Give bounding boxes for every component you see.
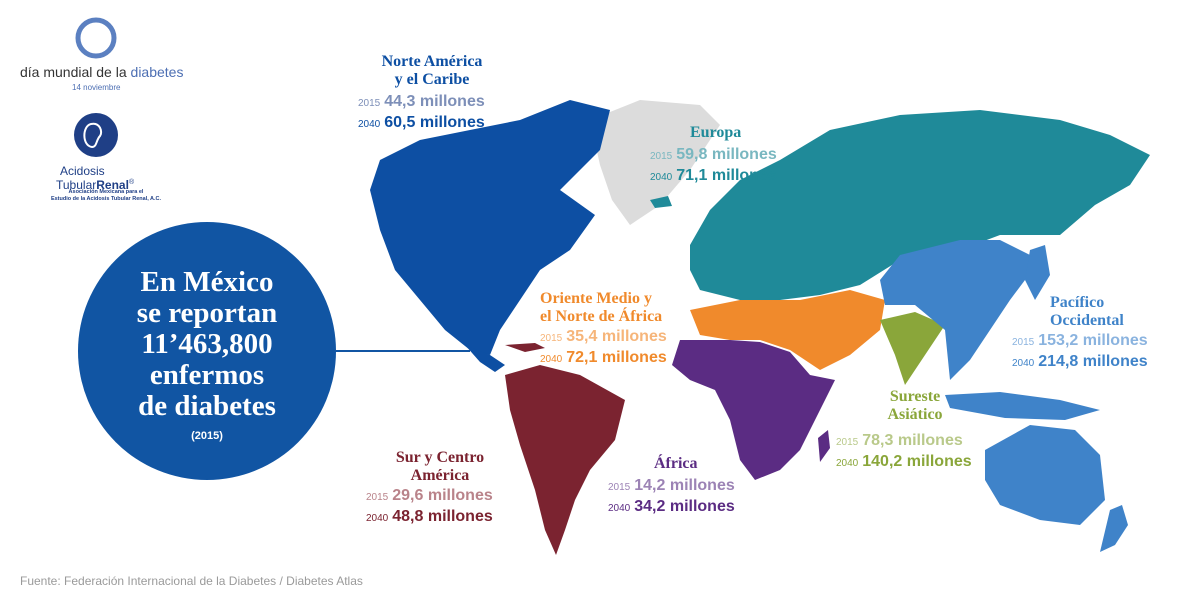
mena-shape <box>690 290 885 370</box>
indonesia-shape <box>945 392 1100 420</box>
source-caption: Fuente: Federación Internacional de la D… <box>20 574 363 588</box>
blue-circle-logo-icon <box>75 17 117 59</box>
europe-shape <box>690 110 1150 300</box>
region-europe: Europa <box>690 124 742 141</box>
western-pacific-asia-shape <box>880 240 1040 380</box>
mexico-callout-text: En México se reportan 11’463,800 enfermo… <box>136 266 278 422</box>
caribbean-shape <box>505 343 545 352</box>
wdd-logo-date: 14 noviembre <box>72 83 121 92</box>
madagascar-shape <box>818 430 830 462</box>
kidney-shape-icon <box>83 122 103 149</box>
south-america-shape <box>505 365 625 555</box>
western-pacific-values: 2015 153,2 millones 2040 214,8 millones <box>1012 332 1148 370</box>
southeast-asia-values: 2015 78,3 millones 2040 140,2 millones <box>836 432 972 470</box>
mena-values: 2015 35,4 millones 2040 72,1 millones <box>540 328 667 366</box>
region-africa: África <box>654 455 698 472</box>
southeast-asia-shape <box>880 312 945 385</box>
africa-shape <box>672 340 835 480</box>
region-south-central-america: Sur y Centro América <box>395 449 485 484</box>
region-western-pacific: Pacífico Occidental <box>1050 294 1124 329</box>
mexico-callout-year: (2015) <box>191 430 223 442</box>
atr-logo-name: Acidosis TubularRenal® <box>56 164 135 192</box>
europe-values: 2015 59,8 millones 2040 71,1 millones <box>650 146 777 184</box>
north-america-values: 2015 44,3 millones 2040 60,5 millones <box>358 93 485 131</box>
south-central-america-values: 2015 29,6 millones 2040 48,8 millones <box>366 487 493 525</box>
wdd-logo-title: día mundial de la diabetes <box>20 64 184 80</box>
region-north-america: Norte América y el Caribe <box>381 53 483 88</box>
iceland-shape <box>650 196 672 208</box>
australia-shape <box>985 425 1105 525</box>
mexico-callout-circle: En México se reportan 11’463,800 enfermo… <box>78 222 336 480</box>
kidney-emblem-icon <box>74 113 118 157</box>
greenland-shape <box>590 100 720 225</box>
atr-logo-subtitle: Asociación Mexicana para el Estudio de l… <box>50 189 162 202</box>
new-zealand-shape <box>1100 505 1128 552</box>
japan-shape <box>1025 245 1050 300</box>
region-mena: Oriente Medio y el Norte de África <box>540 290 663 325</box>
central-america-shape <box>465 345 505 372</box>
north-america-shape <box>370 100 610 355</box>
region-southeast-asia: Sureste Asiático <box>887 388 943 423</box>
africa-values: 2015 14,2 millones 2040 34,2 millones <box>608 477 735 515</box>
